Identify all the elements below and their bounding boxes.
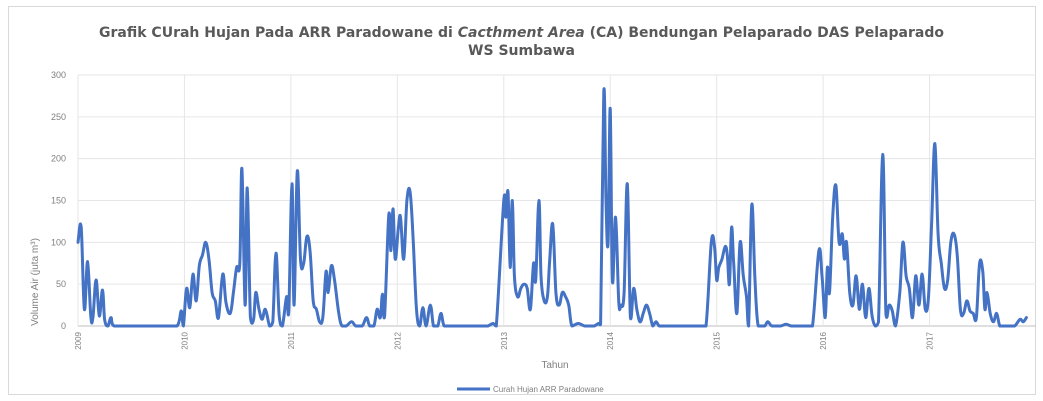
x-tick-label: 2013: [500, 331, 509, 349]
x-tick-label: 2014: [606, 331, 615, 349]
legend: Curah Hujan ARR Paradowane: [457, 385, 604, 394]
x-axis-label: Tahun: [541, 360, 568, 371]
chart-title-part-1: Grafik CUrah Hujan Pada ARR Paradowane d…: [99, 25, 458, 41]
y-tick-label: 100: [51, 237, 66, 247]
x-tick-label: 2015: [713, 331, 722, 349]
y-tick-label: 150: [51, 196, 66, 206]
chart-title: Grafik CUrah Hujan Pada ARR Paradowane d…: [0, 25, 1043, 41]
y-tick-label: 250: [51, 112, 66, 122]
x-tick-label: 2010: [180, 331, 189, 349]
x-tick-label: 2016: [819, 331, 828, 349]
x-tick-label: 2011: [287, 331, 296, 349]
gridlines: [77, 74, 1036, 327]
y-tick-label: 200: [51, 154, 66, 164]
x-tick-label: 2009: [74, 331, 83, 349]
x-tick-label: 2017: [926, 331, 935, 349]
series-layer: [76, 87, 1028, 328]
chart-title-part-3: (CA) Bendungan Pelaparado DAS Pelaparado: [584, 25, 944, 41]
legend-label: Curah Hujan ARR Paradowane: [493, 385, 604, 394]
chart-title-line-2: WS Sumbawa: [468, 43, 575, 59]
series-line-1: [76, 87, 1028, 328]
y-axis-label: Volume Air (juta m³): [30, 238, 41, 326]
y-tick-label: 300: [51, 70, 66, 80]
y-tick-label: 50: [56, 279, 66, 289]
chart-title-part-2: Cacthment Area: [457, 25, 585, 41]
x-tick-label: 2012: [393, 331, 402, 349]
y-tick-label: 0: [61, 321, 66, 331]
y-axis-ticks: 0 50 100 150 200 250 300: [51, 70, 66, 331]
x-axis-ticks: 2009 2010 2011 2012 2013 2014 2015 2016 2017: [74, 331, 935, 349]
